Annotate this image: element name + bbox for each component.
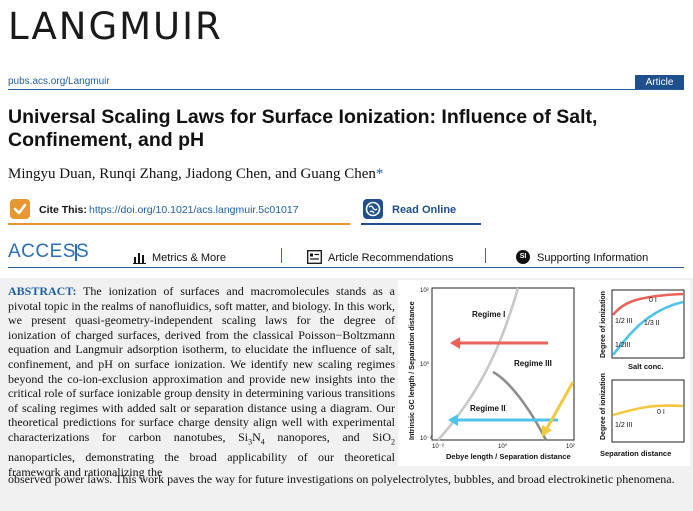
arrowhead-icon xyxy=(542,425,552,437)
svg-text:1/2 III: 1/2 III xyxy=(615,318,633,325)
svg-text:0 I: 0 I xyxy=(649,297,657,304)
top-y-axis-label: Degree of ionization xyxy=(600,291,607,358)
salt-panel: 0 I 1/2 III 1/3 II 1/2III Salt conc. Deg… xyxy=(600,289,685,371)
regime-II-label: Regime II xyxy=(470,404,506,413)
x-tick: 10⁻² xyxy=(432,444,444,450)
regime-III-label: Regime III xyxy=(514,359,552,368)
journal-title: LANGMUIR xyxy=(8,5,223,48)
toc-graphic: Regime I Regime II Regime III 10² 10⁰ 10… xyxy=(398,280,690,466)
authors-text: Mingyu Duan, Runqi Zhang, Jiadong Chen, … xyxy=(8,166,376,182)
bottom-y-axis-label: Degree of ionization xyxy=(600,373,607,440)
abstract-label: ABSTRACT: xyxy=(8,284,77,298)
y-tick: 10⁻² xyxy=(420,436,432,442)
journal-url-link[interactable]: pubs.acs.org/Langmuir xyxy=(8,76,110,87)
article-type-badge: Article xyxy=(635,75,684,90)
main-y-axis-label: Intrinsic GC length / Separation distanc… xyxy=(407,301,416,440)
paper-title: Universal Scaling Laws for Surface Ioniz… xyxy=(8,106,598,151)
cite-this-bar[interactable] xyxy=(8,196,350,225)
header-divider xyxy=(8,89,684,90)
read-online-button[interactable] xyxy=(361,196,481,225)
regime-I-label: Regime I xyxy=(472,310,505,319)
cite-this-label: Cite This: xyxy=(39,204,87,216)
author-list: Mingyu Duan, Runqi Zhang, Jiadong Chen, … xyxy=(8,166,383,183)
y-tick: 10⁰ xyxy=(420,361,430,368)
y-tick: 10² xyxy=(420,288,429,294)
abstract-text-continued: observed power laws. This work paves the… xyxy=(8,472,675,486)
tab-supporting-information[interactable]: Supporting Information xyxy=(537,252,649,264)
document-list-icon xyxy=(307,250,322,269)
x-tick: 10² xyxy=(566,444,575,450)
svg-text:1/2III: 1/2III xyxy=(615,342,631,349)
svg-text:0 I: 0 I xyxy=(657,409,665,416)
tab-separator xyxy=(485,248,486,263)
tab-separator xyxy=(281,248,282,263)
arrowhead-icon xyxy=(448,414,458,426)
access-divider-line xyxy=(8,267,684,268)
main-x-axis-label: Debye length / Separation distance xyxy=(446,452,571,461)
separation-panel: 0 I 1/2 III Separation distance Degree o… xyxy=(600,373,685,458)
bar-chart-icon xyxy=(133,251,147,269)
access-divider xyxy=(75,244,77,261)
boundary-curve-dark xyxy=(492,370,548,441)
tab-recommendations[interactable]: Article Recommendations xyxy=(328,252,454,264)
separation-axis-label: Separation distance xyxy=(600,449,671,458)
x-tick: 10⁰ xyxy=(498,443,508,450)
access-label: ACCESS xyxy=(8,241,90,262)
regime-diagram: Regime I Regime II Regime III 10² 10⁰ 10… xyxy=(407,287,575,461)
read-online-label: Read Online xyxy=(392,204,457,216)
abstract-text: ABSTRACT: The ionization of surfaces and… xyxy=(8,284,395,479)
svg-text:1/2 III: 1/2 III xyxy=(615,422,633,429)
globe-icon xyxy=(363,199,383,219)
tab-metrics[interactable]: Metrics & More xyxy=(152,252,226,264)
distance-arrow-yellow xyxy=(544,381,575,431)
supporting-info-icon: SI xyxy=(516,250,530,264)
salt-axis-label: Salt conc. xyxy=(628,362,663,371)
checkmark-icon xyxy=(10,199,30,219)
corresponding-author-mark[interactable]: * xyxy=(375,166,384,182)
svg-text:1/3 II: 1/3 II xyxy=(644,320,660,327)
doi-link[interactable]: https://doi.org/10.1021/acs.langmuir.5c0… xyxy=(89,204,299,216)
arrowhead-icon xyxy=(450,337,460,349)
